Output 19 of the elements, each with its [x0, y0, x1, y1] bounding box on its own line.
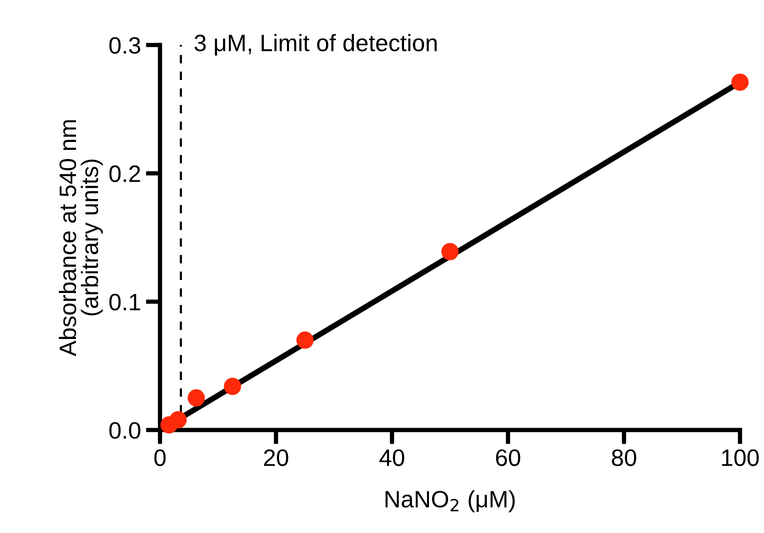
- x-tick-label: 60: [496, 449, 520, 466]
- x-tick-label: 40: [379, 449, 404, 466]
- point: [731, 74, 749, 91]
- x-axis-title: NaNO$_{2}$ (μM): [386, 490, 515, 512]
- x-tick-label: 100: [722, 449, 759, 466]
- point: [296, 332, 314, 349]
- y-tick-label: 0.1: [109, 294, 140, 310]
- y-tick-label: 0.3: [109, 37, 140, 54]
- point: [170, 411, 187, 428]
- x-tick-label: 20: [264, 449, 288, 466]
- point: [188, 389, 205, 407]
- ref-line-label: 3 μM, Limit of detection: [194, 34, 437, 56]
- x-tick-label: 0: [154, 449, 166, 466]
- point: [224, 378, 242, 395]
- x-tick-label: 80: [612, 449, 636, 466]
- y-axis-title: Absorbance at 540 nm (arbitrary units): [58, 120, 103, 356]
- y-tick-label: 0.2: [109, 165, 140, 182]
- point: [441, 243, 459, 260]
- y-tick-label: 0.0: [109, 422, 140, 439]
